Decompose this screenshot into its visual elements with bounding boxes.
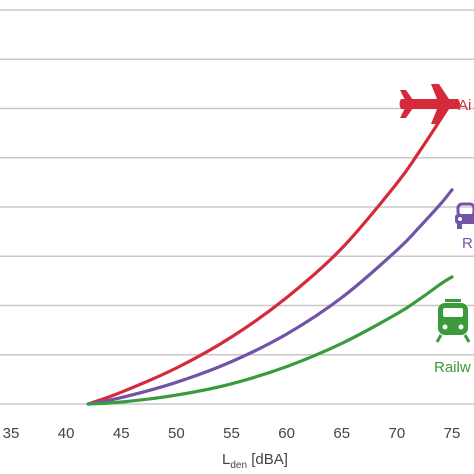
x-axis-title: Lden [dBA]: [222, 451, 288, 471]
x-tick-55: 55: [223, 425, 240, 442]
train-icon: [435, 299, 471, 343]
series-line-car: [86, 188, 454, 406]
x-tick-labels: 35 40 45 50 55 60 65 70 75: [3, 425, 461, 442]
series-label-car: R: [462, 235, 473, 252]
series-label-airplane: Ai: [458, 97, 471, 114]
series-line-train: [86, 275, 454, 406]
x-axis-title-main: L: [222, 451, 230, 468]
x-tick-75: 75: [444, 425, 461, 442]
x-tick-70: 70: [388, 425, 405, 442]
series-lines: [86, 99, 454, 406]
x-tick-60: 60: [278, 425, 295, 442]
x-tick-40: 40: [58, 425, 75, 442]
x-tick-35: 35: [3, 425, 20, 442]
gridlines: [0, 9, 474, 405]
series-label-train: Railw: [434, 359, 471, 376]
series-line-airplane: [86, 99, 454, 406]
x-axis-title-unit: [dBA]: [247, 451, 288, 468]
x-tick-65: 65: [333, 425, 350, 442]
airplane-icon: [399, 84, 460, 124]
x-tick-50: 50: [168, 425, 185, 442]
x-tick-45: 45: [113, 425, 130, 442]
x-axis-title-subscript: den: [230, 460, 247, 471]
car-icon: [455, 202, 474, 229]
